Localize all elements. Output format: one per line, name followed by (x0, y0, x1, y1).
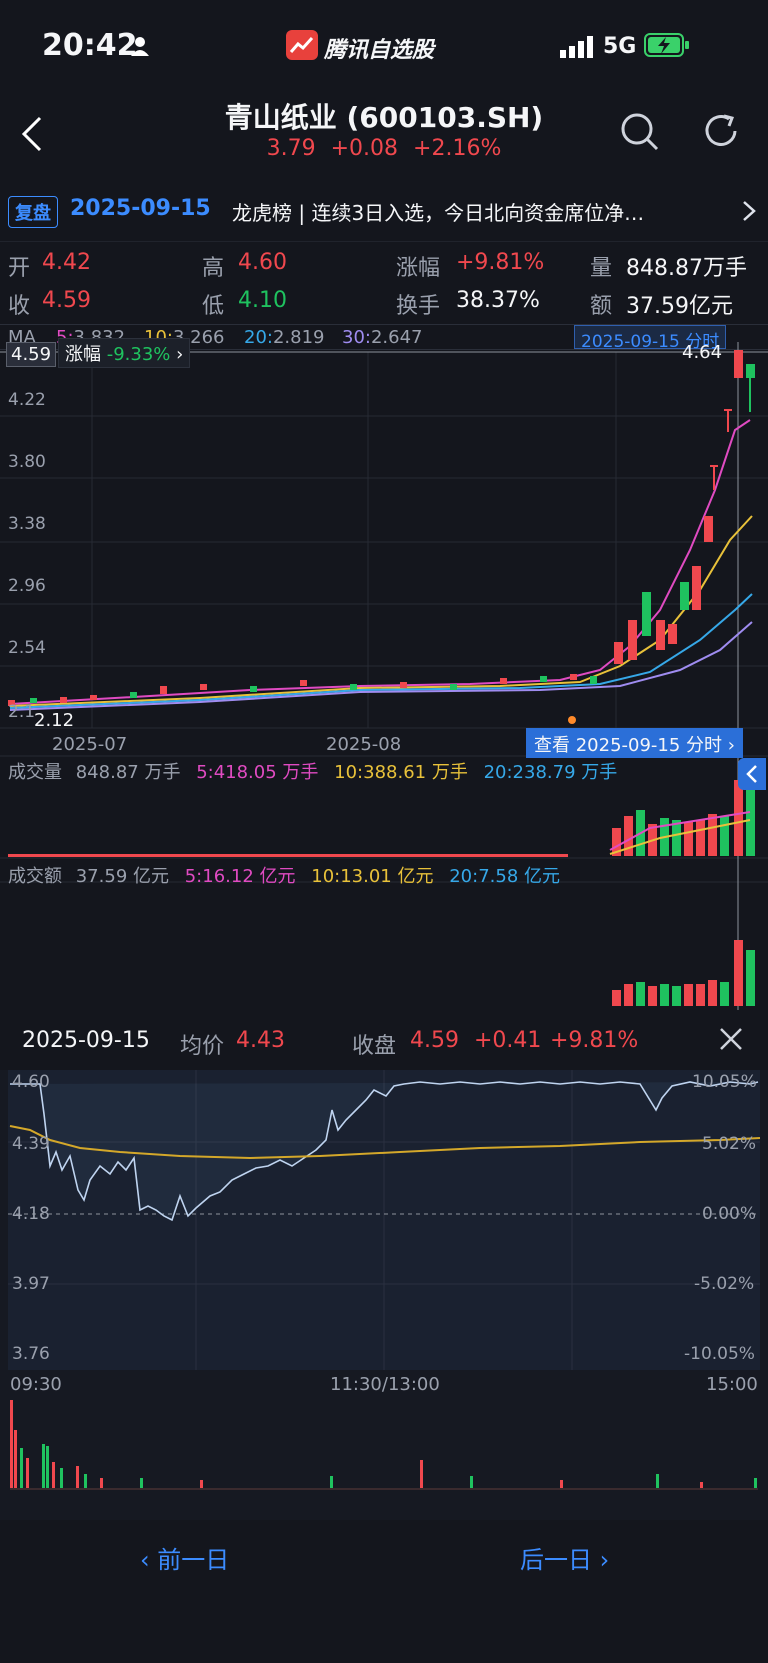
volume-label: 量 (590, 256, 613, 281)
app-logo-icon (286, 30, 318, 60)
search-icon[interactable] (620, 112, 660, 152)
close-icon[interactable] (718, 1026, 744, 1052)
date-timeshare-button[interactable]: 2025-09-15 分时 (574, 325, 727, 352)
high-label: 高 (202, 256, 225, 281)
kline-svg (0, 342, 768, 1010)
nav-change-pct: +2.16% (413, 136, 502, 161)
back-arrow-icon[interactable] (20, 116, 44, 152)
intraday-change-pct: +9.81% (550, 1028, 639, 1053)
signal-icon (560, 36, 594, 58)
intraday-panel: 2025-09-15 均价 4.43 收盘 4.59 +0.41 +9.81% (0, 1010, 768, 1520)
close-label: 收 (8, 294, 31, 319)
volume-legend: 成交量 848.87 万手 5:418.05 万手 10:388.61 万手 2… (8, 762, 618, 783)
news-ticker[interactable]: 复盘 2025-09-15 龙虎榜 | 连续3日入选，今日北向资金席位净… (0, 182, 768, 242)
intraday-date: 2025-09-15 (22, 1028, 150, 1053)
rise-value: +9.81% (456, 250, 545, 275)
volume-value: 848.87万手 (626, 256, 747, 281)
intraday-header: 2025-09-15 均价 4.43 收盘 4.59 +0.41 +9.81% (0, 1010, 768, 1070)
next-day-button[interactable]: 后一日 › (520, 1546, 610, 1574)
volume-bars (8, 780, 755, 857)
ma30: 30:2.647 (342, 327, 423, 348)
nav-price: 3.79 (266, 136, 316, 161)
rise-label: 涨幅 (396, 256, 441, 281)
review-badge: 复盘 (8, 196, 58, 228)
amount-bars (612, 940, 755, 1006)
news-text: 龙虎榜 | 连续3日入选，今日北向资金席位净… (232, 201, 645, 225)
intraday-change: +0.41 (474, 1028, 542, 1053)
intraday-close-value: 4.59 (410, 1028, 459, 1053)
high-value: 4.60 (238, 250, 287, 275)
nav-change: +0.08 (330, 136, 399, 161)
nav-quote: 3.79 +0.08 +2.16% (0, 136, 768, 161)
status-bar: 20:42 腾讯自选股 5G (0, 0, 768, 96)
intraday-close-label: 收盘 (352, 1034, 397, 1059)
refresh-icon[interactable] (702, 112, 740, 150)
amount-value: 37.59亿元 (626, 294, 733, 319)
x-tick-jul: 2025-07 (52, 734, 128, 755)
kline-candles (8, 350, 755, 706)
close-value: 4.59 (42, 288, 91, 313)
intraday-volume-bars (10, 1400, 758, 1490)
avg-value: 4.43 (236, 1028, 285, 1053)
network-type: 5G (603, 34, 637, 59)
collapse-panel-button[interactable] (738, 758, 766, 790)
news-date: 2025-09-15 (70, 196, 211, 221)
intraday-svg (8, 1070, 761, 1490)
day-navigation: ‹ 前一日 后一日 › (0, 1520, 768, 1663)
x-tick-aug: 2025-08 (326, 734, 402, 755)
amount-legend: 成交额 37.59 亿元 5:16.12 亿元 10:13.01 亿元 20:7… (8, 866, 560, 887)
person-icon (130, 36, 150, 56)
amount-label: 额 (590, 294, 613, 319)
chevron-left-icon (746, 765, 757, 783)
open-value: 4.42 (42, 250, 91, 275)
turnover-value: 38.37% (456, 288, 540, 313)
range-chip[interactable]: 涨幅 -9.33% › (58, 338, 191, 368)
app-name: 腾讯自选股 (324, 38, 435, 63)
chevron-right-icon (742, 200, 756, 222)
clock: 20:42 (42, 28, 138, 63)
ma20: 20:2.819 (244, 327, 325, 348)
open-label: 开 (8, 256, 31, 281)
avg-label: 均价 (180, 1034, 225, 1059)
turnover-label: 换手 (396, 294, 441, 319)
quote-panel: 开 4.42 高 4.60 涨幅 +9.81% 量 848.87万手 收 4.5… (0, 242, 768, 324)
cursor-price-label: 4.59 (6, 342, 57, 367)
stock-title: 青山纸业 (600103.SH) (224, 101, 544, 134)
low-value: 4.10 (238, 288, 287, 313)
prev-day-button[interactable]: ‹ 前一日 (140, 1546, 230, 1574)
battery-charging-icon (644, 33, 690, 57)
nav-bar: 青山纸业 (600103.SH) 3.79 +0.08 +2.16% (0, 96, 768, 180)
low-marker: 2.12 (34, 710, 75, 731)
high-marker: 4.64 (682, 342, 723, 363)
kline-chart-area[interactable]: MA 5:3.832 10:3.266 20:2.819 30:2.647 20… (0, 320, 768, 1010)
view-timeshare-button[interactable]: 查看 2025-09-15 分时 › (526, 728, 743, 758)
low-label: 低 (202, 294, 225, 319)
